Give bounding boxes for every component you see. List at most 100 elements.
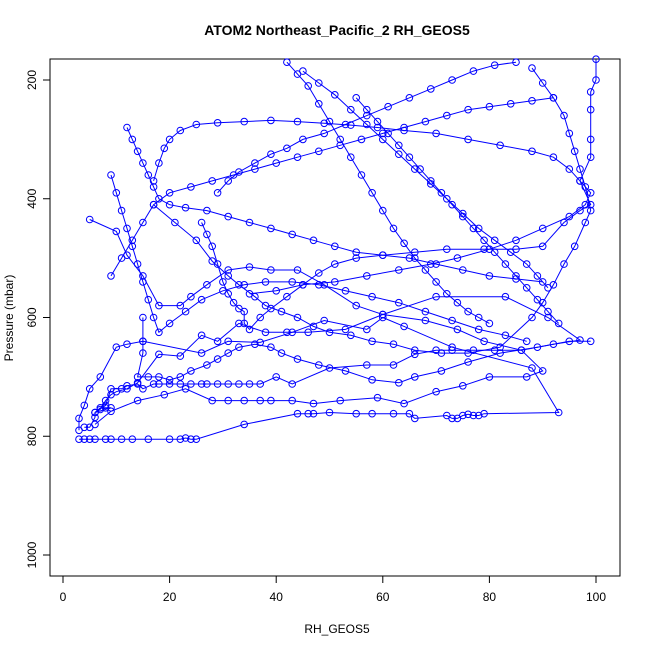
data-point bbox=[197, 218, 206, 227]
data-point bbox=[480, 236, 488, 245]
data-point bbox=[123, 382, 131, 390]
data-point bbox=[501, 331, 510, 340]
data-point bbox=[538, 224, 547, 233]
x-tick-label: 20 bbox=[163, 590, 177, 604]
data-point bbox=[224, 212, 232, 221]
data-point bbox=[288, 380, 297, 388]
data-point bbox=[395, 298, 403, 307]
data-point bbox=[267, 224, 275, 233]
data-point bbox=[101, 401, 110, 410]
data-point bbox=[251, 159, 259, 167]
data-point bbox=[341, 367, 350, 375]
data-point bbox=[245, 263, 254, 271]
data-point bbox=[554, 319, 563, 328]
data-point bbox=[80, 423, 89, 432]
data-point bbox=[288, 396, 297, 405]
data-point bbox=[176, 301, 185, 310]
data-point bbox=[117, 254, 126, 262]
data-point bbox=[155, 373, 163, 381]
data-point bbox=[485, 272, 494, 280]
data-point bbox=[315, 79, 323, 87]
data-point bbox=[224, 337, 232, 346]
data-point bbox=[368, 376, 376, 384]
data-point bbox=[432, 292, 440, 301]
data-point bbox=[528, 97, 536, 105]
data-point bbox=[405, 94, 414, 102]
data-point bbox=[293, 313, 302, 322]
data-point bbox=[235, 281, 243, 289]
data-point bbox=[235, 319, 243, 328]
data-point bbox=[411, 346, 419, 355]
series-3 bbox=[133, 313, 595, 387]
data-point bbox=[293, 117, 302, 126]
data-point bbox=[224, 266, 232, 274]
x-tick-label: 100 bbox=[586, 590, 606, 604]
data-point bbox=[448, 316, 456, 325]
data-point bbox=[448, 76, 456, 84]
data-point bbox=[416, 165, 424, 173]
data-point bbox=[192, 120, 201, 129]
series-line bbox=[201, 59, 597, 331]
data-point bbox=[203, 281, 211, 289]
data-point bbox=[165, 200, 174, 209]
data-point bbox=[554, 408, 563, 417]
data-point bbox=[389, 340, 398, 349]
data-point bbox=[549, 153, 558, 161]
data-point bbox=[421, 316, 430, 325]
data-point bbox=[485, 102, 494, 111]
data-point bbox=[229, 298, 238, 307]
data-point bbox=[133, 147, 142, 156]
data-point bbox=[405, 254, 414, 262]
y-tick-label: 800 bbox=[25, 426, 39, 446]
data-point bbox=[192, 236, 201, 245]
series-7 bbox=[107, 171, 531, 346]
data-point bbox=[586, 135, 595, 144]
data-point bbox=[512, 272, 520, 280]
data-point bbox=[85, 215, 94, 224]
data-point bbox=[128, 435, 137, 444]
data-point bbox=[586, 105, 595, 114]
data-point bbox=[197, 349, 206, 357]
data-point bbox=[176, 352, 185, 360]
x-tick-label: 60 bbox=[376, 590, 390, 604]
data-point bbox=[347, 153, 355, 161]
data-point bbox=[208, 257, 216, 265]
data-point bbox=[586, 206, 595, 215]
data-point bbox=[181, 434, 190, 442]
data-point bbox=[240, 319, 248, 328]
data-point bbox=[224, 396, 232, 405]
data-point bbox=[251, 165, 259, 173]
data-point bbox=[432, 278, 440, 286]
data-point bbox=[293, 355, 302, 363]
data-point bbox=[528, 64, 536, 72]
data-point bbox=[123, 224, 131, 233]
data-point bbox=[187, 367, 195, 375]
data-point bbox=[474, 224, 483, 233]
data-point bbox=[123, 340, 131, 349]
data-point bbox=[400, 123, 408, 132]
data-point bbox=[443, 111, 451, 120]
data-point bbox=[496, 349, 504, 357]
data-point bbox=[203, 230, 211, 239]
series-line bbox=[355, 97, 560, 324]
data-point bbox=[538, 367, 547, 375]
data-point bbox=[245, 380, 254, 388]
data-point bbox=[533, 343, 542, 352]
data-point bbox=[421, 117, 430, 126]
series-line bbox=[217, 61, 517, 194]
data-point bbox=[272, 287, 281, 295]
data-point bbox=[448, 414, 456, 423]
data-point bbox=[197, 380, 206, 388]
data-point bbox=[304, 328, 313, 337]
data-point bbox=[155, 380, 163, 388]
data-point bbox=[112, 189, 121, 197]
series-13 bbox=[352, 94, 563, 328]
data-point bbox=[443, 195, 451, 203]
data-point bbox=[235, 343, 243, 352]
data-point bbox=[411, 350, 419, 359]
series-line bbox=[84, 296, 582, 428]
data-point bbox=[363, 361, 371, 369]
data-point bbox=[576, 165, 584, 173]
data-point bbox=[272, 159, 281, 167]
data-point bbox=[336, 396, 345, 405]
